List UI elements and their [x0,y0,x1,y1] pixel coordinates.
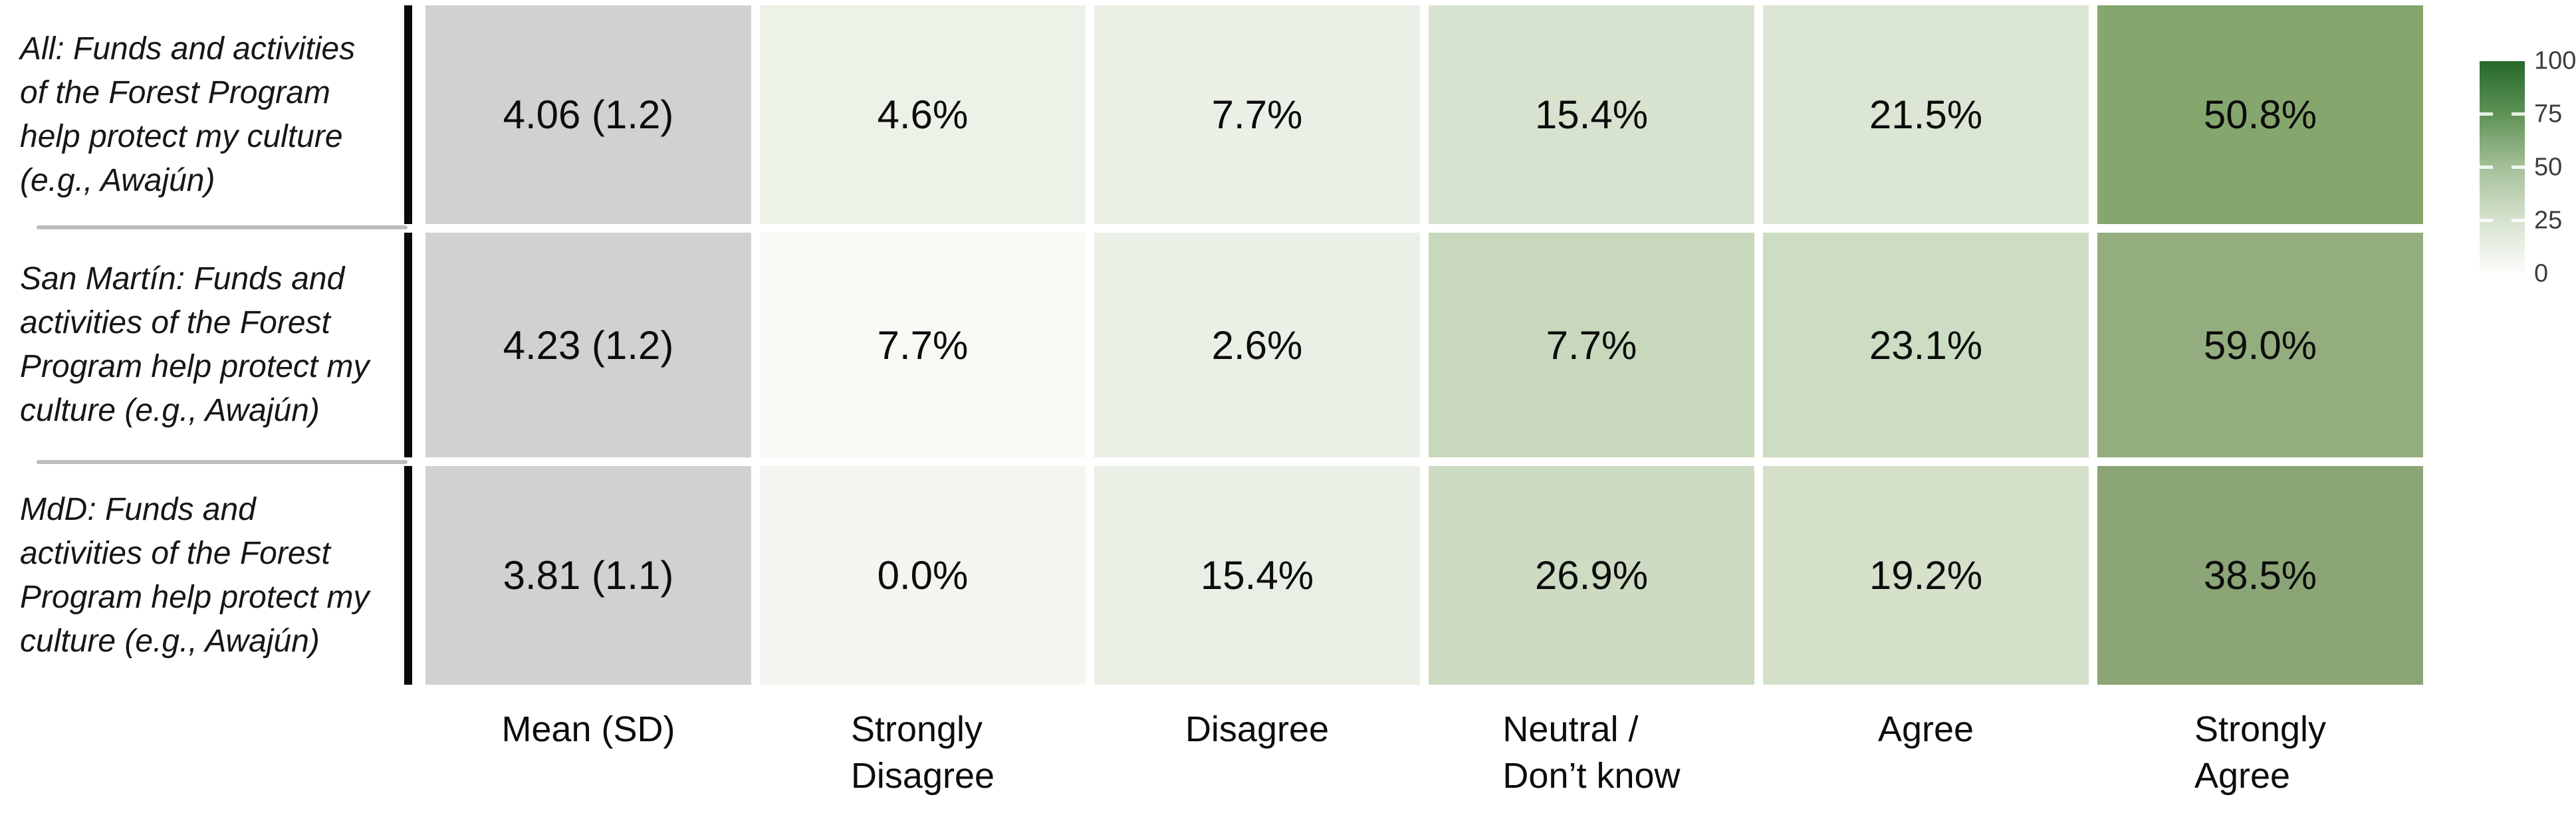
column-header-strongly-disagree: Strongly Disagree [760,706,1086,822]
heatmap-cell: 4.23 (1.2) [425,233,751,457]
column-header-neutral-dont-know: Neutral / Don’t know [1429,706,1754,822]
cell-value: 2.6% [1211,322,1303,368]
legend-tick-label: 100 [2534,47,2576,75]
row-label: All: Funds and activities of the Forest … [20,5,396,224]
column-header-text: Strongly Agree [2194,709,2327,796]
cell-value: 26.9% [1534,553,1649,598]
heatmap-cell: 23.1% [1763,233,2089,457]
column-header-mean-sd: Mean (SD) [425,706,751,822]
heatmap-cell: 4.06 (1.2) [425,5,751,224]
row-label: San Martín: Funds and activities of the … [20,233,396,457]
cell-value: 19.2% [1869,553,1983,598]
heatmap-cell: 7.7% [1429,233,1754,457]
heatmap-cell: 4.6% [760,5,1086,224]
cell-value: 4.23 (1.2) [503,322,674,368]
heatmap-cell: 7.7% [760,233,1086,457]
column-header-text: Neutral / Don’t know [1502,709,1681,796]
column-header-strongly-agree: Strongly Agree [2097,706,2423,822]
cell-value: 4.6% [877,92,969,137]
row-label: MdD: Funds and activities of the Forest … [20,466,396,685]
row-divider [37,460,408,464]
heatmap-cell: 50.8% [2097,5,2423,224]
row-axis-bar [404,466,412,685]
legend-tick-mark [2512,166,2525,169]
row-divider [37,225,408,229]
column-header-text: Disagree [1185,709,1330,749]
cell-value: 59.0% [2203,322,2317,368]
heatmap-cell: 59.0% [2097,233,2423,457]
color-legend: 100 75 50 25 0 [2460,40,2576,319]
legend-tick-mark [2512,219,2525,222]
heatmap-cell: 21.5% [1763,5,2089,224]
cell-value: 23.1% [1869,322,1983,368]
row-label-text: MdD: Funds and activities of the Forest … [20,491,370,659]
row-label-text: San Martín: Funds and activities of the … [20,261,370,428]
cell-value: 3.81 (1.1) [503,553,674,598]
column-header-text: Agree [1877,709,1974,749]
row-axis-bar [404,5,412,224]
heatmap-cell: 15.4% [1094,466,1420,685]
heatmap-cell: 0.0% [760,466,1086,685]
cell-value: 38.5% [2203,553,2317,598]
heatmap-cell: 26.9% [1429,466,1754,685]
cell-value: 7.7% [1211,92,1303,137]
row-label-text: All: Funds and activities of the Forest … [20,31,356,198]
column-header-disagree: Disagree [1094,706,1420,822]
legend-tick-label: 75 [2534,100,2563,128]
column-header-text: Strongly Disagree [850,709,995,796]
legend-tick-mark [2480,112,2493,116]
column-header-agree: Agree [1763,706,2089,822]
legend-tick-label: 25 [2534,206,2563,235]
legend-tick-mark [2480,166,2493,169]
heatmap-cell: 15.4% [1429,5,1754,224]
cell-value: 7.7% [877,322,969,368]
legend-tick-label: 50 [2534,153,2563,181]
legend-tick-mark [2512,112,2525,116]
cell-value: 7.7% [1546,322,1637,368]
heatmap-cell: 7.7% [1094,5,1420,224]
cell-value: 15.4% [1534,92,1649,137]
cell-value: 15.4% [1200,553,1314,598]
legend-tick-mark [2480,219,2493,222]
heatmap-cell: 38.5% [2097,466,2423,685]
heatmap-cell: 2.6% [1094,233,1420,457]
column-header-text: Mean (SD) [501,709,675,749]
heatmap-cell: 3.81 (1.1) [425,466,751,685]
heatmap-cell: 19.2% [1763,466,2089,685]
cell-value: 4.06 (1.2) [503,92,674,137]
cell-value: 50.8% [2203,92,2317,137]
legend-tick-label: 0 [2534,259,2549,288]
row-axis-bar [404,233,412,457]
cell-value: 21.5% [1869,92,1983,137]
cell-value: 0.0% [877,553,969,598]
